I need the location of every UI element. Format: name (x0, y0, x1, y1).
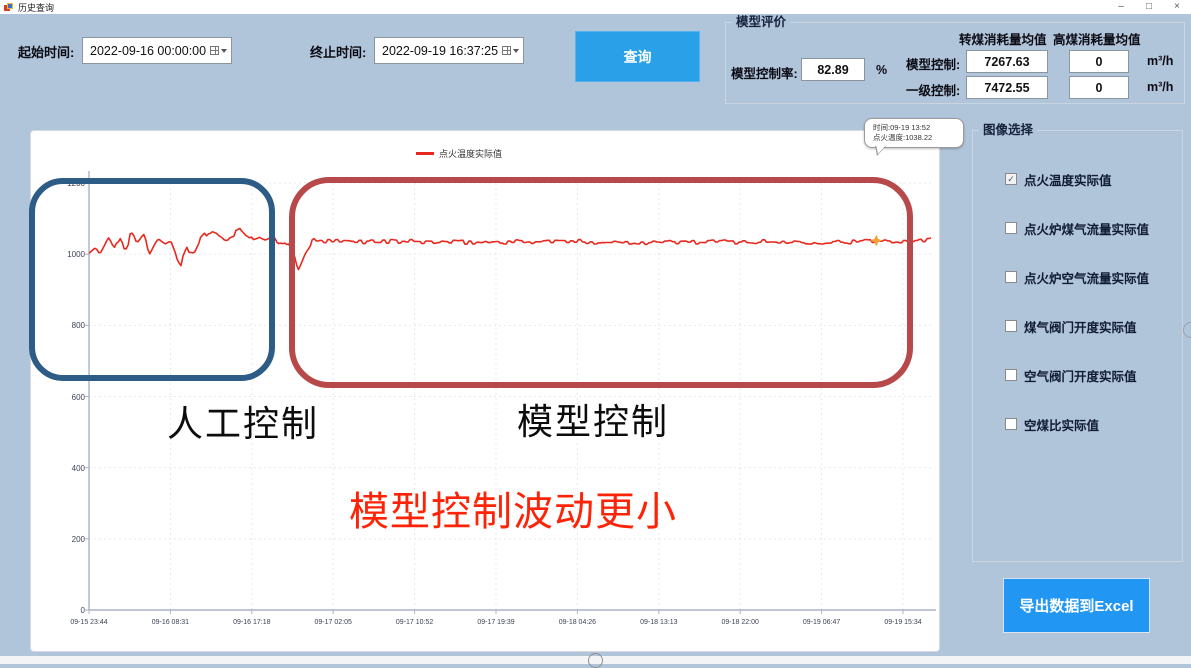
x-tick-label: 09-17 02:05 (314, 619, 352, 626)
app-icon (4, 2, 13, 12)
manual-control-label: 人工控制 (167, 403, 320, 444)
checkbox[interactable] (1005, 222, 1017, 234)
overlay-dot-right (1183, 322, 1191, 338)
model-control-label: 模型控制 (517, 401, 670, 442)
col-header-highcoal: 高煤消耗量均值 (1053, 33, 1141, 47)
x-tick-label: 09-18 22:00 (721, 619, 759, 626)
chart-legend: 点火温度实际值 (416, 147, 502, 160)
checkbox-item[interactable]: 空气阀门开度实际值 (1005, 365, 1149, 385)
control-rate-input[interactable]: 82.89 (801, 58, 865, 81)
start-time-input[interactable]: 2022-09-16 00:00:00 (82, 37, 232, 64)
overlay-dot-bottom (588, 653, 603, 668)
calendar-icon (210, 46, 219, 55)
x-tick-label: 09-16 17:18 (233, 619, 271, 626)
start-time-value: 2022-09-16 00:00:00 (90, 43, 207, 58)
minimize-button[interactable]: – (1118, 1, 1124, 12)
manual-control-box (29, 178, 275, 381)
y-tick-label: 200 (71, 534, 85, 544)
chart-panel: 点火温度实际值 0 200 400 600 800 1000 1200 09-15 23:44… (29, 130, 940, 652)
model-eval-panel: 模型评价 模型控制率: 82.89 % 转煤消耗量均值 高煤消耗量均值 模型控制… (725, 15, 1185, 104)
x-tick-label: 09-19 15:34 (884, 619, 922, 626)
end-time-dropdown[interactable] (502, 46, 523, 55)
data-point-tooltip: 时间:09-19 13:52 点火温度:1038.22 (864, 118, 964, 156)
y-tick-label: 600 (71, 392, 85, 402)
start-time-dropdown[interactable] (210, 46, 231, 55)
x-tick-label: 09-17 10:52 (395, 619, 434, 626)
checkbox-item[interactable]: 点火炉煤气流量实际值 (1005, 218, 1149, 238)
x-tick-label: 09-16 08:31 (151, 619, 190, 626)
start-time-label: 起始时间: (18, 45, 75, 60)
x-tick-label: 09-18 13:13 (640, 619, 678, 626)
control-rate-label: 模型控制率: (731, 67, 798, 81)
window-title: 历史查询 (18, 2, 55, 13)
checkbox[interactable] (1005, 418, 1017, 430)
end-time-label: 终止时间: (310, 45, 367, 60)
legend-swatch (416, 152, 434, 155)
image-select-panel: 图像选择 ✓ 点火温度实际值 点火炉煤气流量实际值 点火炉空气流量实际值 煤气阀… (972, 123, 1183, 562)
model-eval-title: 模型评价 (732, 15, 791, 30)
end-time-input[interactable]: 2022-09-19 16:37:25 (374, 37, 524, 64)
control-rate-value: 82.89 (817, 62, 849, 77)
checkbox-item[interactable]: 空煤比实际值 (1005, 414, 1149, 434)
y-tick-label: 1000 (67, 250, 85, 260)
checkbox-label: 点火温度实际值 (1024, 173, 1112, 188)
primary-control-highcoal-input[interactable]: 0 (1069, 76, 1129, 99)
maximize-button[interactable]: □ (1145, 1, 1153, 12)
percent-sign: % (876, 63, 888, 77)
primary-control-highcoal-value: 0 (1095, 80, 1103, 95)
model-control-highcoal-value: 0 (1095, 54, 1103, 69)
checkbox[interactable] (1005, 271, 1017, 283)
checkbox-label: 空气阀门开度实际值 (1024, 369, 1137, 384)
primary-control-coal-value: 7472.55 (984, 80, 1030, 95)
model-control-highcoal-input[interactable]: 0 (1069, 50, 1129, 73)
checkbox-label: 点火炉煤气流量实际值 (1024, 222, 1150, 237)
highlight-star (870, 234, 883, 247)
tooltip-time: 时间:09-19 13:52 (873, 123, 931, 132)
chevron-down-icon (513, 48, 519, 53)
image-select-title: 图像选择 (979, 123, 1038, 138)
fluctuation-note: 模型控制波动更小 (349, 490, 677, 534)
end-time-value: 2022-09-19 16:37:25 (382, 43, 499, 58)
checkbox-list: ✓ 点火温度实际值 点火炉煤气流量实际值 点火炉空气流量实际值 煤气阀门开度实际… (1005, 169, 1149, 434)
primary-control-unit: m³/h (1147, 80, 1174, 94)
model-control-box (289, 177, 913, 388)
tooltip-temperature: 点火温度:1038.22 (873, 133, 933, 142)
model-control-coal-value: 7267.63 (984, 54, 1030, 69)
checkbox-label: 点火炉空气流量实际值 (1024, 271, 1150, 286)
model-control-coal-input[interactable]: 7267.63 (966, 50, 1048, 73)
checkbox[interactable] (1005, 320, 1017, 332)
close-button[interactable]: × (1174, 1, 1180, 12)
x-tick-label: 09-18 04:26 (558, 619, 597, 626)
checkbox-item[interactable]: 煤气阀门开度实际值 (1005, 316, 1149, 336)
export-excel-button[interactable]: 导出数据到Excel (1003, 578, 1150, 633)
checkbox[interactable] (1005, 369, 1017, 381)
chevron-down-icon (221, 48, 227, 53)
y-tick-label: 400 (71, 463, 85, 473)
legend-label: 点火温度实际值 (439, 149, 503, 159)
checkbox-label: 空煤比实际值 (1024, 418, 1100, 433)
calendar-icon (502, 46, 511, 55)
primary-control-coal-input[interactable]: 7472.55 (966, 76, 1048, 99)
title-bar: 历史查询 – □ × (0, 0, 1191, 14)
query-button[interactable]: 查询 (575, 31, 700, 82)
model-control-row-label: 模型控制: (906, 58, 961, 72)
x-tick-label: 09-15 23:44 (70, 619, 108, 626)
x-tick-label: 09-17 19:39 (477, 619, 515, 626)
primary-control-row-label: 一级控制: (906, 84, 961, 98)
checkbox[interactable]: ✓ (1005, 173, 1017, 185)
checkbox-item[interactable]: ✓ 点火温度实际值 (1005, 169, 1149, 189)
checkbox-label: 煤气阀门开度实际值 (1024, 320, 1137, 335)
col-header-coal: 转煤消耗量均值 (959, 33, 1047, 47)
y-tick-label: 0 (80, 606, 85, 615)
y-tick-label: 800 (71, 321, 85, 331)
model-control-unit: m³/h (1147, 54, 1174, 68)
x-tick-label: 09-19 06:47 (802, 619, 841, 626)
checkbox-item[interactable]: 点火炉空气流量实际值 (1005, 267, 1149, 287)
